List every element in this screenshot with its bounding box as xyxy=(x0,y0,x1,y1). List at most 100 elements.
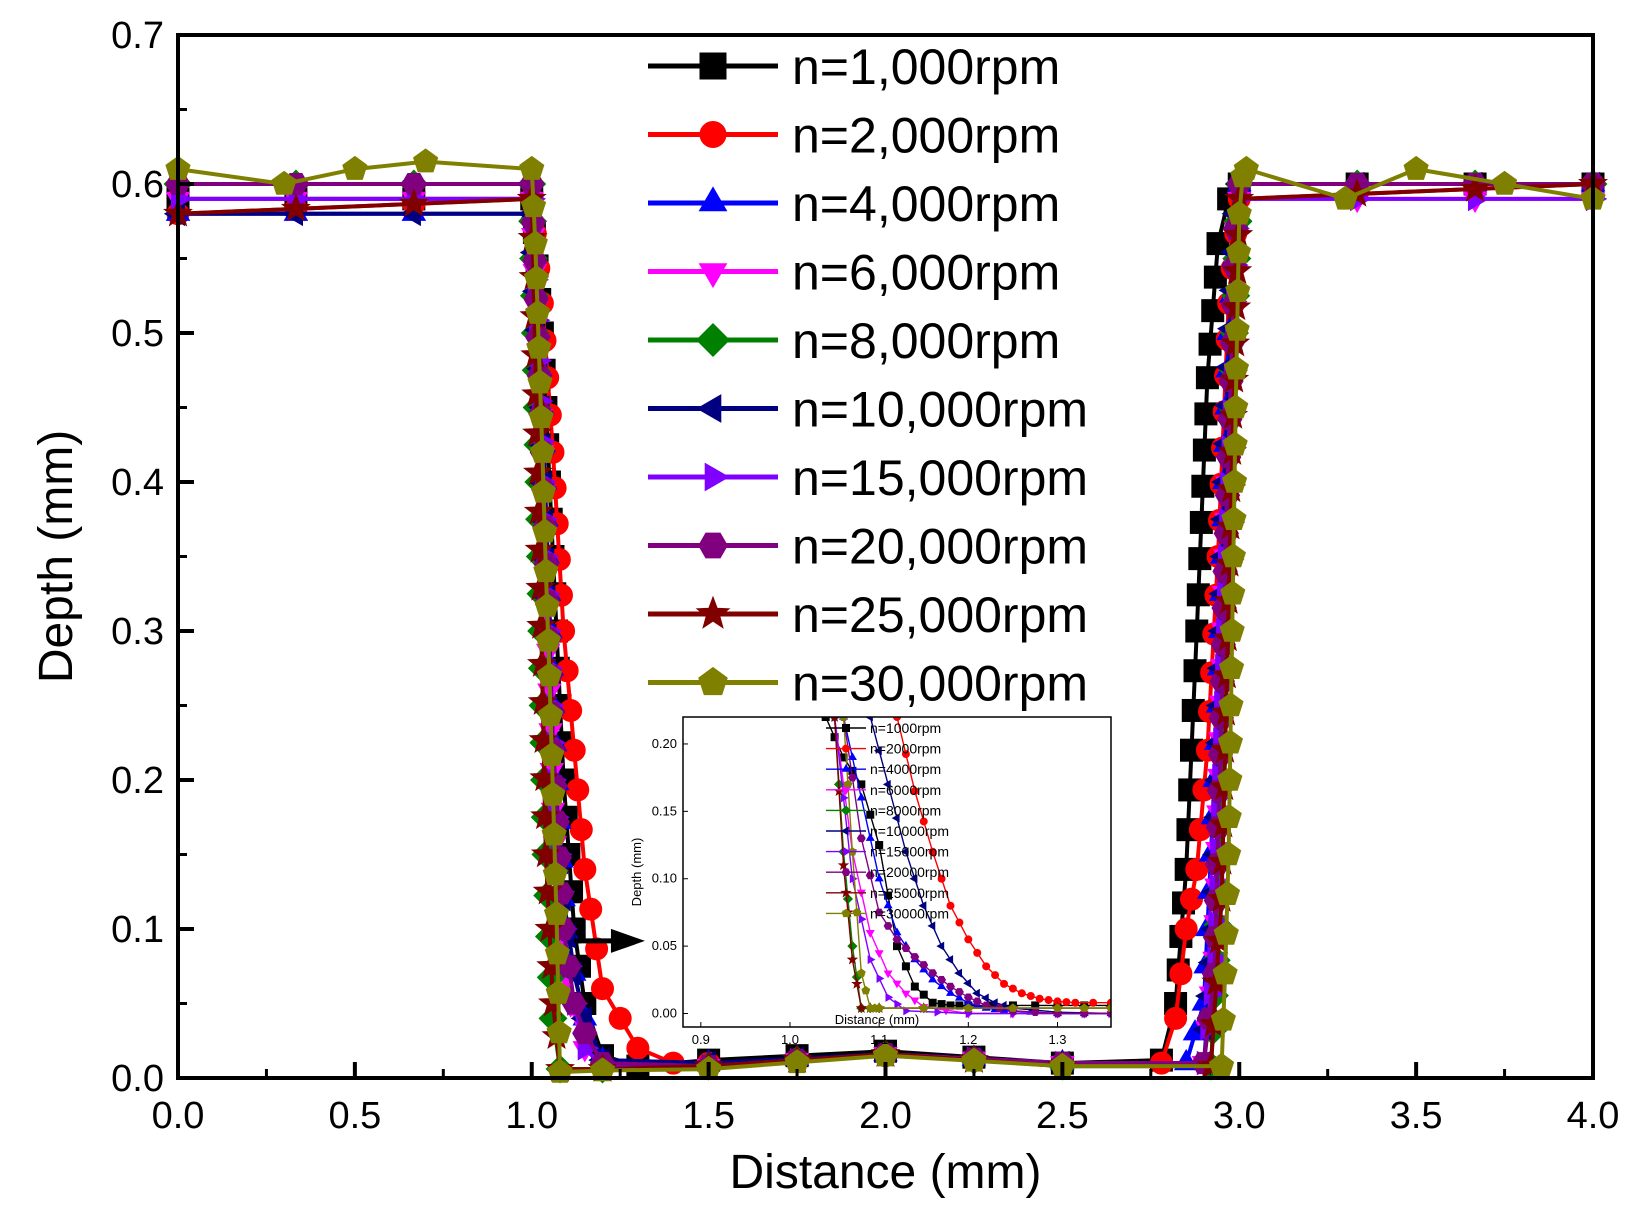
data-point xyxy=(1216,841,1242,866)
star-marker xyxy=(851,977,863,989)
hexagon-marker xyxy=(946,982,955,991)
legend-label: n=8,000rpm xyxy=(792,313,1060,369)
data-point xyxy=(1179,887,1203,911)
data-point xyxy=(910,982,919,991)
data-point xyxy=(573,857,597,881)
inset-y-tick-label: 0.10 xyxy=(652,871,677,886)
data-point xyxy=(1062,998,1071,1007)
data-point xyxy=(1071,998,1080,1007)
star-marker xyxy=(695,595,731,629)
hexagon-marker xyxy=(856,834,866,843)
pentagon-marker xyxy=(589,1057,616,1082)
triangle-left-marker xyxy=(980,993,989,1003)
circle-marker xyxy=(1017,989,1026,998)
star-marker xyxy=(529,762,560,792)
triangle-right-marker xyxy=(903,1006,912,1016)
data-point xyxy=(991,971,1000,980)
legend-label: n=10,000rpm xyxy=(792,382,1088,438)
data-point xyxy=(885,992,894,1002)
data-point xyxy=(540,781,566,806)
pentagon-marker xyxy=(1220,543,1246,568)
pentagon-marker xyxy=(520,193,547,218)
pentagon-marker xyxy=(530,478,557,503)
triangle-up-marker xyxy=(928,974,938,983)
inset-background xyxy=(683,717,1111,1027)
pentagon-marker xyxy=(533,558,559,583)
data-point xyxy=(865,717,873,722)
data-point xyxy=(1106,1003,1111,1012)
circle-marker xyxy=(893,717,901,721)
inset-y-tick-label: 0.15 xyxy=(652,803,677,818)
data-point xyxy=(698,666,728,696)
data-point xyxy=(1217,729,1244,754)
pentagon-marker xyxy=(919,1003,929,1012)
data-point xyxy=(1030,1008,1040,1017)
data-point xyxy=(865,833,875,841)
data-point xyxy=(280,193,311,222)
star-marker xyxy=(524,534,555,563)
data-point xyxy=(1212,960,1238,985)
data-point xyxy=(901,962,910,971)
pentagon-marker xyxy=(413,148,439,173)
data-point xyxy=(525,572,556,601)
data-point xyxy=(1185,857,1209,881)
legend-item: n=4,000rpm xyxy=(648,176,1060,232)
inset-frame xyxy=(682,716,1112,1028)
pentagon-marker xyxy=(1233,155,1259,180)
data-point xyxy=(876,973,885,983)
data-point xyxy=(928,974,938,983)
square-marker xyxy=(1206,232,1230,256)
hexagon-marker xyxy=(901,944,911,952)
triangle-left-marker xyxy=(954,968,963,978)
data-point xyxy=(545,979,571,1004)
pentagon-marker xyxy=(874,1003,884,1012)
data-point xyxy=(972,997,982,1006)
pentagon-marker xyxy=(1217,729,1244,754)
circle-marker xyxy=(566,778,590,802)
data-point xyxy=(841,764,851,772)
legend-label: n=25,000rpm xyxy=(792,587,1088,643)
data-point xyxy=(527,369,553,394)
data-point xyxy=(982,962,991,971)
triangle-right-marker xyxy=(840,793,849,803)
data-point xyxy=(533,558,559,583)
square-marker xyxy=(830,733,839,742)
data-point xyxy=(1225,278,1251,303)
square-marker xyxy=(955,1001,964,1010)
pentagon-marker xyxy=(841,908,851,918)
data-point xyxy=(893,717,901,721)
data-point xyxy=(839,717,848,721)
data-point xyxy=(1017,989,1026,998)
data-point xyxy=(989,998,998,1008)
inset-legend-label: n=8000rpm xyxy=(870,802,941,818)
triangle-left-marker xyxy=(865,717,873,722)
triangle-left-marker xyxy=(927,921,936,931)
triangle-down-marker xyxy=(883,970,893,979)
data-point xyxy=(891,813,900,823)
triangle-down-marker xyxy=(698,263,728,289)
pentagon-marker xyxy=(1223,355,1250,380)
data-point xyxy=(955,918,964,927)
square-marker xyxy=(866,810,875,819)
data-point xyxy=(954,992,964,1001)
triangle-up-marker xyxy=(865,833,875,841)
pentagon-marker xyxy=(856,968,866,977)
circle-marker xyxy=(1169,962,1193,986)
triangle-left-marker xyxy=(909,874,918,884)
data-point xyxy=(866,810,875,819)
circle-marker xyxy=(1008,984,1017,993)
data-point xyxy=(529,438,555,463)
legend-item: n=20,000rpm xyxy=(648,519,1088,575)
pentagon-marker xyxy=(527,369,553,394)
pentagon-marker xyxy=(1219,617,1245,642)
data-point xyxy=(522,417,553,447)
data-point xyxy=(525,299,551,324)
x-tick-label: 1.5 xyxy=(682,1095,735,1137)
pentagon-marker xyxy=(540,781,566,806)
hexagon-marker xyxy=(847,773,857,782)
data-point xyxy=(1213,920,1239,945)
pentagon-marker xyxy=(541,821,567,846)
star-marker xyxy=(280,193,311,222)
data-point xyxy=(1233,155,1259,180)
arrow-head xyxy=(610,928,645,953)
